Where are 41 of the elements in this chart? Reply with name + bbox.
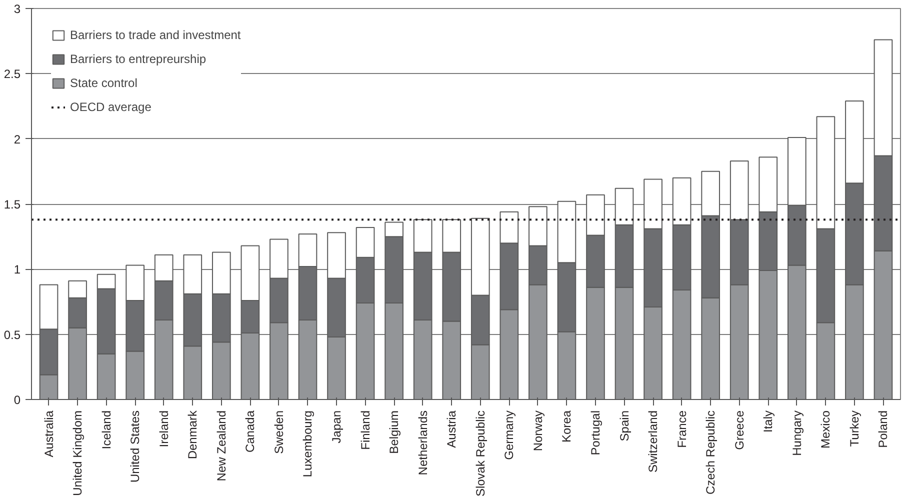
- x-tick-label: Netherlands: [416, 410, 430, 476]
- x-tick-label: Canada: [243, 410, 258, 453]
- x-tick-label: Finland: [358, 410, 372, 450]
- x-tick-label: United States: [128, 410, 142, 483]
- x-tick-label: Mexico: [818, 410, 833, 449]
- x-tick-label: Germany: [502, 410, 516, 460]
- y-tick-label: 2.5: [4, 67, 21, 82]
- x-tick-label: Norway: [530, 410, 545, 452]
- x-tick-label: United Kingdom: [70, 410, 85, 496]
- x-tick-label: Italy: [761, 410, 776, 433]
- x-tick-label: France: [674, 410, 689, 448]
- y-tick-label: 3: [14, 2, 21, 16]
- x-tick-label: Turkey: [847, 410, 862, 447]
- x-tick-label: Portugal: [588, 410, 602, 456]
- x-tick-label: New Zealand: [214, 410, 228, 482]
- x-tick-label: Poland: [876, 410, 890, 448]
- x-tick-label: Sweden: [272, 410, 286, 454]
- y-tick-label: 0.5: [4, 328, 21, 342]
- x-tick-label: Austria: [444, 410, 459, 448]
- y-tick-label: 1.5: [4, 198, 21, 212]
- x-tick-label: Luxembourg: [300, 410, 315, 478]
- legend-label: State control: [70, 76, 138, 90]
- x-tick-label: Ireland: [156, 410, 171, 448]
- x-tick-label: Spain: [617, 410, 632, 442]
- x-tick-label: Belgium: [387, 410, 402, 454]
- x-tick-label: Korea: [560, 410, 574, 443]
- legend-label: Barriers to trade and investment: [70, 28, 241, 42]
- x-tick-label: Iceland: [99, 410, 114, 450]
- x-tick-label: Greece: [732, 410, 746, 450]
- y-tick-label: 1: [14, 262, 21, 277]
- x-tick-label: Australia: [42, 410, 56, 458]
- y-tick-label: 2: [14, 132, 21, 146]
- legend-label: OECD average: [70, 100, 152, 114]
- x-tick-label: Switzerland: [646, 410, 660, 473]
- legend-label: Barriers to entrepreurship: [70, 52, 206, 66]
- x-tick-label: Denmark: [186, 410, 200, 460]
- y-tick-label: 0: [14, 393, 21, 407]
- x-tick-label: Japan: [330, 410, 344, 444]
- x-tick-label: Czech Republic: [704, 410, 718, 495]
- x-tick-label: Hungary: [790, 410, 804, 456]
- x-tick-label: Slovak Republic: [473, 410, 488, 497]
